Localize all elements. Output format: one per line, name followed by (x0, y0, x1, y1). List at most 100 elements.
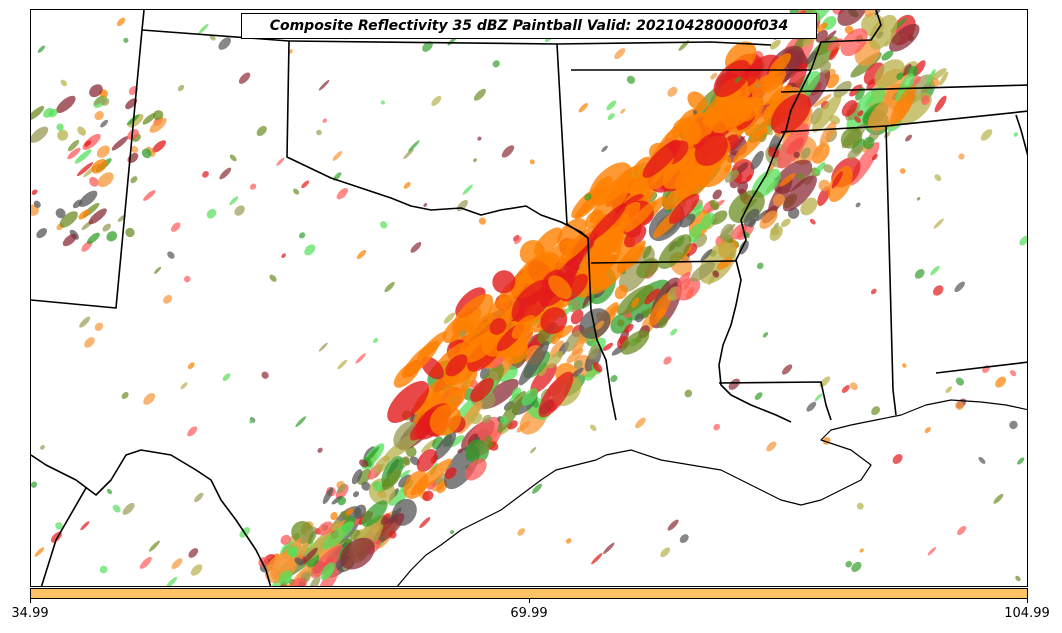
reflectivity-blob (864, 93, 875, 109)
reflectivity-blob (757, 100, 773, 118)
reflectivity-blob (521, 388, 539, 406)
reflectivity-blob (806, 401, 817, 412)
reflectivity-blob (340, 537, 375, 570)
reflectivity-blob (345, 508, 354, 516)
reflectivity-blob (667, 519, 679, 531)
reflectivity-blob (702, 87, 742, 127)
reflectivity-blob (538, 371, 574, 418)
reflectivity-blob (91, 159, 108, 174)
reflectivity-blob (1010, 370, 1017, 377)
reflectivity-blob (601, 145, 608, 153)
reflectivity-blob (317, 521, 334, 536)
reflectivity-blob (617, 319, 625, 327)
reflectivity-blob (847, 145, 863, 160)
reflectivity-blob (294, 557, 304, 566)
reflectivity-blob (559, 224, 598, 264)
reflectivity-blob (317, 447, 323, 453)
reflectivity-blob (333, 172, 342, 181)
reflectivity-blob (831, 171, 843, 189)
reflectivity-blob (96, 145, 110, 158)
reflectivity-blob (712, 270, 720, 278)
reflectivity-blob (530, 446, 537, 454)
border-ks-ok (288, 40, 558, 45)
reflectivity-blob (373, 513, 405, 545)
reflectivity-blob (819, 60, 832, 74)
reflectivity-blob (423, 203, 428, 207)
gulf-coastline (396, 399, 1027, 586)
reflectivity-blob (916, 197, 921, 201)
reflectivity-blob (650, 158, 682, 190)
reflectivity-blob (557, 218, 587, 248)
reflectivity-blob (670, 328, 678, 336)
reflectivity-blob (153, 110, 164, 121)
reflectivity-blob (736, 162, 749, 174)
reflectivity-blob (958, 153, 965, 160)
reflectivity-blob (459, 329, 467, 337)
reflectivity-blob (954, 281, 965, 293)
reflectivity-blob (318, 342, 328, 352)
reflectivity-blob (122, 502, 135, 515)
reflectivity-blob (814, 162, 826, 175)
reflectivity-blob (31, 189, 38, 195)
reflectivity-blob (663, 356, 672, 365)
reflectivity-blob (78, 209, 90, 220)
reflectivity-blob (782, 364, 793, 375)
reflectivity-blob (926, 69, 936, 86)
reflectivity-blob (500, 416, 508, 424)
reflectivity-blob (568, 300, 581, 313)
reflectivity-blob (516, 421, 530, 433)
reflectivity-blob (331, 519, 340, 531)
colorbar-tick-label-mid: 69.99 (510, 606, 548, 621)
reflectivity-blob (302, 547, 318, 564)
reflectivity-blob (679, 534, 689, 544)
reflectivity-blob (690, 261, 715, 282)
reflectivity-blob (281, 253, 286, 259)
reflectivity-blob (620, 330, 650, 355)
border-nm-tx-north (141, 29, 589, 239)
reflectivity-blob (584, 193, 592, 201)
reflectivity-blob (800, 147, 811, 159)
reflectivity-blob (833, 80, 852, 98)
reflectivity-blob (177, 84, 185, 92)
reflectivity-blob (31, 105, 45, 121)
reflectivity-blob (278, 570, 293, 585)
reflectivity-blob (142, 113, 156, 125)
reflectivity-blob (256, 125, 267, 137)
reflectivity-blob (163, 294, 173, 304)
reflectivity-blob (902, 64, 912, 76)
reflectivity-blob (249, 418, 255, 424)
reflectivity-blob (130, 145, 139, 154)
reflectivity-blob (755, 83, 760, 88)
map-title: Composite Reflectivity 35 dBZ Paintball … (241, 13, 817, 39)
reflectivity-blob (905, 134, 913, 142)
reflectivity-blob (841, 100, 858, 117)
reflectivity-blob (112, 504, 121, 513)
reflectivity-blob (815, 29, 828, 43)
reflectivity-blob (980, 129, 993, 141)
border-la-ms-south (718, 381, 832, 421)
reflectivity-blob (492, 60, 500, 68)
reflectivity-blob (823, 164, 834, 173)
reflectivity-blob (793, 151, 800, 159)
reflectivity-blob (854, 116, 862, 123)
reflectivity-blob (473, 158, 477, 163)
reflectivity-blob (982, 365, 990, 374)
reflectivity-blob (355, 353, 366, 364)
reflectivity-blob (180, 382, 188, 390)
reflectivity-blob (932, 285, 944, 296)
reflectivity-blob (170, 222, 181, 232)
reflectivity-blob (84, 140, 92, 147)
reflectivity-blob (978, 456, 986, 464)
reflectivity-blob (694, 132, 728, 166)
reflectivity-blob (67, 147, 81, 160)
reflectivity-blob (62, 233, 77, 247)
reflectivity-blob (139, 556, 152, 569)
reflectivity-blob (433, 432, 457, 461)
reflectivity-blob (656, 308, 667, 318)
reflectivity-blob (106, 231, 118, 242)
reflectivity-blob (819, 121, 837, 147)
reflectivity-blob (827, 165, 853, 203)
reflectivity-blob (187, 362, 195, 370)
reflectivity-blob (699, 212, 715, 231)
reflectivity-blob (610, 375, 618, 383)
